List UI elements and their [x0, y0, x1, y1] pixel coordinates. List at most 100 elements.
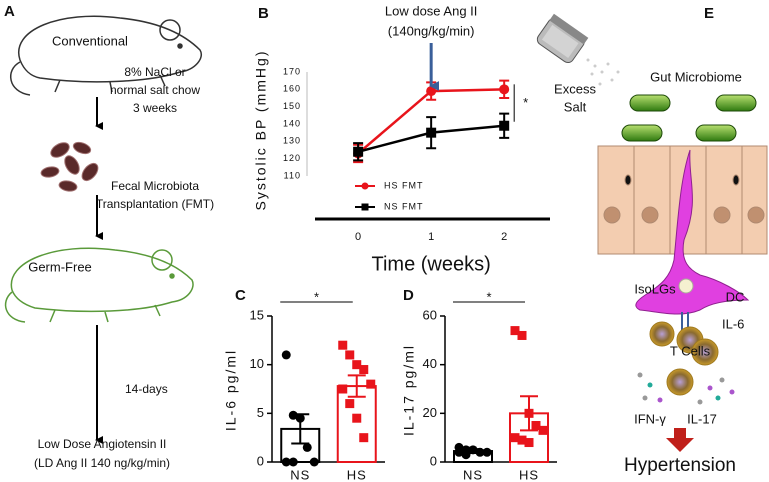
marker	[510, 433, 520, 443]
marker	[426, 86, 437, 97]
marker	[295, 413, 305, 423]
marker	[281, 350, 291, 360]
marker	[499, 84, 510, 95]
y-tick-label: 15	[250, 307, 264, 322]
chow-pellets	[40, 141, 99, 192]
panel-letter: D	[403, 287, 414, 304]
label: IFN-γ	[634, 411, 666, 426]
t-cells	[649, 321, 719, 396]
marker	[524, 408, 534, 418]
label: T Cells	[670, 343, 711, 358]
x-tick-label: NS	[290, 467, 310, 482]
y-tick-label: 150	[283, 101, 301, 111]
arrow	[666, 428, 694, 452]
x-tick-label: 1	[428, 231, 434, 243]
label: Excess	[554, 81, 596, 96]
label: normal salt chow	[110, 83, 200, 97]
mouse-conventional	[10, 15, 202, 96]
panel-letter: B	[258, 5, 269, 22]
marker	[468, 445, 478, 455]
dendritic-cell	[635, 149, 750, 315]
error-bar	[347, 374, 366, 398]
y-tick-label: 140	[283, 118, 301, 128]
y-tick-label: 0	[257, 453, 264, 468]
marker	[281, 457, 291, 467]
y-tick-label: 40	[423, 356, 437, 371]
marker	[499, 120, 510, 131]
label: DC	[726, 289, 745, 304]
y-tick-label: 120	[283, 153, 301, 163]
marker	[288, 410, 298, 420]
marker	[352, 413, 362, 423]
significance: *	[486, 289, 491, 304]
legend-label: NS FMT	[384, 201, 424, 211]
label: IL-6	[722, 316, 744, 331]
y-tick-label: 10	[250, 356, 264, 371]
marker	[531, 421, 541, 430]
marker	[461, 450, 471, 460]
annotation: Low dose Ang II	[385, 3, 478, 18]
marker	[302, 442, 312, 452]
cytokines	[637, 372, 735, 405]
bacteria	[621, 94, 757, 142]
marker	[482, 447, 492, 457]
x-axis-label: Time (weeks)	[372, 253, 491, 275]
marker	[359, 433, 369, 443]
marker	[338, 340, 348, 350]
label: 8% NaCl or	[124, 65, 185, 79]
x-tick-label: NS	[463, 467, 483, 482]
y-axis-label: Systolic BP (mmHg)	[253, 50, 269, 211]
label: Hypertension	[624, 455, 736, 476]
legend-label: HS FMT	[384, 180, 424, 190]
significance: *	[314, 289, 319, 304]
marker	[345, 399, 355, 409]
panel-e: E Excess Salt Gut Microbiome IsoLGs DC	[536, 5, 768, 476]
y-tick-label: 130	[283, 136, 301, 146]
panel-letter: A	[4, 3, 15, 20]
panel-letter: C	[235, 287, 246, 304]
marker	[517, 435, 527, 445]
marker	[338, 384, 348, 394]
marker	[352, 360, 362, 370]
label: 14-days	[125, 382, 168, 396]
marker	[454, 447, 464, 457]
label: 3 weeks	[133, 101, 177, 115]
y-tick-label: 5	[257, 405, 264, 420]
legend-marker	[361, 182, 369, 190]
label: Low Dose Angiotensin II	[38, 437, 167, 451]
x-tick-label: HS	[519, 467, 539, 482]
bar	[336, 385, 377, 463]
isolgs-dot	[678, 278, 694, 294]
y-axis-label: IL-17 pg/ml	[401, 344, 417, 436]
marker	[538, 425, 548, 435]
x-tick-label: 0	[355, 231, 361, 243]
label: (LD Ang II 140 ng/kg/min)	[34, 456, 170, 470]
label: Transplantation (FMT)	[96, 197, 214, 211]
salt-shaker	[536, 13, 589, 64]
salt-spray	[586, 58, 620, 86]
legend-marker	[361, 203, 369, 211]
label: Gut Microbiome	[650, 69, 742, 84]
panel-letter: E	[704, 5, 714, 22]
marker	[353, 146, 364, 157]
x-tick-label: 2	[501, 231, 507, 243]
y-tick-label: 110	[284, 170, 301, 180]
panel-a: A Conventional 8% NaCl or normal salt ch…	[4, 3, 214, 470]
label: IsoLGs	[634, 281, 676, 296]
marker	[288, 457, 298, 467]
marker	[426, 127, 437, 138]
marker	[517, 330, 527, 340]
marker	[359, 365, 369, 375]
y-tick-label: 170	[283, 66, 301, 76]
y-axis-label: IL-6 pg/ml	[223, 349, 239, 431]
label: Germ-Free	[28, 259, 92, 274]
x-tick-label: HS	[347, 467, 367, 482]
y-tick-label: 0	[430, 453, 437, 468]
marker	[345, 350, 355, 360]
marker	[475, 447, 485, 457]
significance: *	[523, 95, 528, 110]
marker	[309, 457, 319, 467]
marker	[524, 438, 534, 448]
annotation: (140ng/kg/min)	[388, 23, 475, 38]
